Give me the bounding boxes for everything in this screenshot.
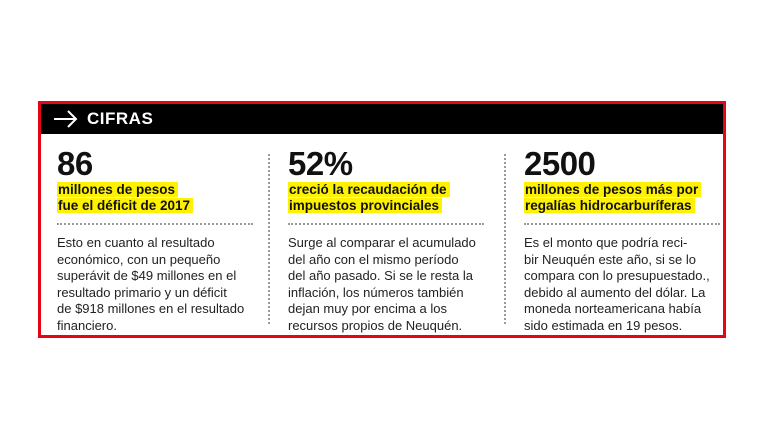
subtitle-line: millones de pesos más por bbox=[524, 182, 702, 197]
body-line: financiero. bbox=[57, 317, 117, 333]
body-line: inflación, los números también bbox=[288, 284, 464, 300]
stat-body: Surge al comparar el acumulado del año c… bbox=[288, 235, 484, 334]
column-divider bbox=[268, 154, 270, 324]
body-line: Es el monto que podría reci- bbox=[524, 235, 688, 250]
stat-number: 86 bbox=[57, 145, 93, 182]
header-title: CIFRAS bbox=[87, 109, 154, 128]
arrow-right-icon bbox=[53, 104, 83, 134]
subtitle-line: millones de pesos bbox=[57, 182, 179, 197]
body-line: económico, con un pequeño bbox=[57, 251, 221, 267]
cifras-box: CIFRAS 86 millones de pesos fue el défic… bbox=[38, 101, 726, 338]
body-line: sido estimada en 19 pesos. bbox=[524, 317, 683, 333]
stat-number: 52% bbox=[288, 145, 353, 182]
subtitle-line: creció la recaudación de bbox=[288, 182, 450, 197]
cifras-header: CIFRAS bbox=[41, 104, 723, 134]
stat-column-regalias: 2500 millones de pesos más por regalías … bbox=[524, 145, 720, 334]
subtitle-line: impuestos provinciales bbox=[288, 198, 443, 213]
body-line: resultado primario y un déficit bbox=[57, 284, 227, 300]
body-line: bir Neuquén este año, si se lo bbox=[524, 251, 696, 267]
column-divider bbox=[504, 154, 506, 324]
body-line: superávit de $49 millones en el bbox=[57, 268, 237, 283]
stat-column-deficit: 86 millones de pesos fue el déficit de 2… bbox=[57, 145, 253, 334]
stat-subtitle: millones de pesos más por regalías hidro… bbox=[524, 182, 720, 214]
body-line: recursos propios de Neuquén. bbox=[288, 317, 463, 333]
stat-subtitle: creció la recaudación de impuestos provi… bbox=[288, 182, 484, 214]
subtitle-line: regalías hidrocarburíferas bbox=[524, 198, 695, 213]
stat-body: Es el monto que podría reci- bir Neuquén… bbox=[524, 235, 720, 334]
dotted-rule bbox=[57, 223, 253, 225]
body-line: Surge al comparar el acumulado bbox=[288, 235, 476, 250]
body-line: debido al aumento del dólar. La bbox=[524, 284, 706, 300]
dotted-rule bbox=[524, 223, 720, 225]
stat-subtitle: millones de pesos fue el déficit de 2017 bbox=[57, 182, 253, 214]
dotted-rule bbox=[288, 223, 484, 225]
stat-body: Esto en cuanto al resultado económico, c… bbox=[57, 235, 253, 334]
body-line: moneda norteamericana había bbox=[524, 301, 702, 316]
body-line: del año pasado. Si se le resta la bbox=[288, 268, 474, 283]
body-line: Esto en cuanto al resultado bbox=[57, 235, 215, 250]
body-line: dejan muy por encima a los bbox=[288, 301, 447, 316]
body-line: del año con el mismo período bbox=[288, 251, 459, 267]
stat-number: 2500 bbox=[524, 145, 596, 182]
body-line: de $918 millones en el resultado bbox=[57, 301, 245, 316]
body-line: compara con lo presupuestado., bbox=[524, 268, 710, 283]
subtitle-line: fue el déficit de 2017 bbox=[57, 198, 194, 213]
stat-column-recaudacion: 52% creció la recaudación de impuestos p… bbox=[288, 145, 484, 334]
